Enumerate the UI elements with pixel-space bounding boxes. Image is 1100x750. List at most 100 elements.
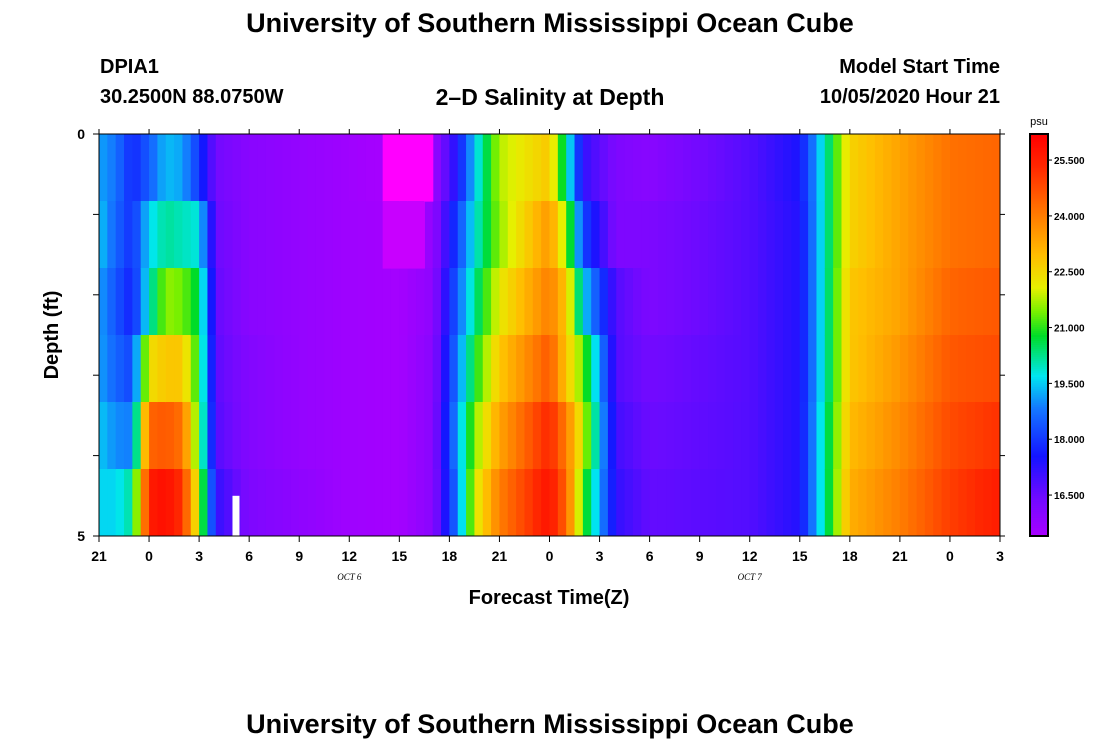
- heatmap-cell: [149, 268, 158, 336]
- heatmap-cell: [249, 268, 259, 336]
- heatmap-cell: [482, 469, 492, 536]
- heatmap-cell: [916, 268, 926, 336]
- heatmap-cell: [149, 201, 158, 269]
- heatmap-cell: [365, 335, 375, 403]
- heatmap-cell: [724, 402, 734, 470]
- colorbar-swatch: [1030, 465, 1048, 469]
- heatmap-cell: [240, 268, 250, 336]
- heatmap-cell: [282, 469, 292, 536]
- heatmap-cell: [849, 201, 859, 269]
- colorbar-swatch: [1030, 318, 1048, 322]
- colorbar-unit: psu: [1030, 116, 1048, 128]
- heatmap-cell: [883, 335, 893, 403]
- heatmap-cell: [265, 469, 275, 536]
- heatmap-cell: [724, 335, 734, 403]
- heatmap-cell: [124, 335, 133, 403]
- colorbar-swatch: [1030, 495, 1048, 499]
- heatmap-cell: [140, 134, 150, 202]
- heatmap-cell: [315, 268, 325, 336]
- colorbar-swatch: [1030, 234, 1048, 238]
- heatmap-cell: [307, 402, 317, 470]
- heatmap-cell: [199, 402, 209, 470]
- heatmap-cell: [766, 268, 776, 336]
- heatmap-cell: [591, 335, 601, 403]
- heatmap-cell: [432, 201, 442, 269]
- heatmap-cell: [607, 335, 617, 403]
- colorbar-swatch: [1030, 204, 1048, 207]
- colorbar-swatch: [1030, 405, 1048, 408]
- heatmap-cell: [315, 335, 325, 403]
- heatmap-cell: [240, 201, 250, 269]
- heatmap-cell: [432, 402, 442, 470]
- heatmap-cell: [657, 134, 667, 202]
- heatmap-cell: [390, 201, 400, 269]
- heatmap-cell: [916, 402, 926, 470]
- heatmap-cell: [516, 402, 526, 470]
- heatmap-cell: [199, 201, 209, 269]
- heatmap-cell: [232, 268, 242, 336]
- heatmap-cell: [240, 335, 250, 403]
- heatmap-cell: [441, 335, 450, 403]
- heatmap-cell: [674, 469, 684, 536]
- heatmap-cell: [649, 335, 659, 403]
- heatmap-cell: [390, 469, 400, 536]
- colorbar-swatch: [1030, 453, 1048, 457]
- colorbar-swatch: [1030, 196, 1048, 199]
- heatmap-cell: [632, 469, 642, 536]
- colorbar-swatch: [1030, 527, 1048, 531]
- heatmap-cell: [332, 335, 342, 403]
- colorbar-swatch: [1030, 359, 1048, 362]
- heatmap-cell: [599, 201, 609, 269]
- heatmap-cell: [632, 402, 642, 470]
- heatmap-cell: [599, 335, 609, 403]
- heatmap-cell: [949, 469, 959, 536]
- heatmap-cell: [833, 469, 843, 536]
- heatmap-cell: [758, 134, 767, 202]
- heatmap-cell: [132, 402, 142, 470]
- heatmap-cell: [582, 268, 592, 336]
- plot-title: 2–D Salinity at Depth: [435, 84, 665, 110]
- colorbar-swatch: [1030, 222, 1048, 226]
- heatmap-cell: [799, 201, 809, 269]
- heatmap-cell: [182, 201, 192, 269]
- colorbar-swatch: [1030, 324, 1048, 328]
- heatmap-cell: [549, 134, 559, 202]
- heatmap-cell: [399, 469, 409, 536]
- colorbar-swatch: [1030, 306, 1048, 310]
- colorbar-swatch: [1030, 278, 1048, 282]
- heatmap-cell: [549, 268, 559, 336]
- heatmap-cell: [340, 201, 350, 269]
- heatmap-cell: [607, 268, 617, 336]
- heatmap-cell: [249, 469, 259, 536]
- colorbar-swatch: [1030, 459, 1048, 463]
- heatmap-cell: [399, 335, 409, 403]
- heatmap-cell: [758, 335, 767, 403]
- colorbar-swatch: [1030, 493, 1048, 497]
- heatmap-cell: [966, 335, 976, 403]
- heatmap-cell: [457, 402, 467, 470]
- heatmap-cell: [816, 134, 826, 202]
- heatmap-cell: [941, 268, 951, 336]
- heatmap-cell: [858, 201, 868, 269]
- heatmap-cell: [265, 335, 275, 403]
- heatmap-cell: [491, 335, 501, 403]
- colorbar-swatch: [1030, 304, 1048, 308]
- heatmap-cell: [215, 402, 225, 470]
- heatmap-cell: [874, 469, 884, 536]
- heatmap-cell: [983, 469, 993, 536]
- heatmap-cell: [207, 201, 217, 269]
- heatmap-cell: [641, 402, 651, 470]
- heatmap-cell: [816, 201, 826, 269]
- colorbar-swatch: [1030, 347, 1048, 350]
- heatmap-cell: [641, 268, 651, 336]
- heatmap-cell: [466, 335, 476, 403]
- heatmap-cell: [657, 335, 667, 403]
- heatmap-cell: [566, 469, 576, 536]
- x-tick-label: 9: [696, 548, 704, 564]
- colorbar-swatch: [1030, 232, 1048, 236]
- colorbar-swatch: [1030, 481, 1048, 485]
- colorbar-swatch: [1030, 332, 1048, 336]
- heatmap-cell: [899, 469, 909, 536]
- colorbar-swatch: [1030, 236, 1048, 240]
- heatmap-cell: [741, 469, 751, 536]
